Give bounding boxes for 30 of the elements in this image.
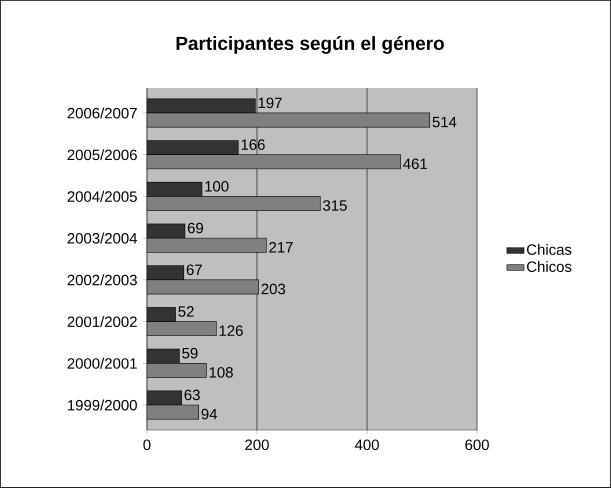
data-label: 197 bbox=[258, 98, 282, 108]
y-tick-label: 1999/2000 bbox=[68, 400, 137, 411]
data-label: 94 bbox=[202, 408, 218, 420]
data-label: 100 bbox=[205, 181, 229, 192]
y-tick-label: 2000/2001 bbox=[68, 358, 137, 369]
chart-title: Participantes según el género bbox=[176, 36, 444, 54]
y-tick-label: 2002/2003 bbox=[68, 274, 137, 286]
data-label: 52 bbox=[178, 306, 194, 317]
data-label: 69 bbox=[188, 222, 204, 234]
x-tick-label: 400 bbox=[354, 439, 379, 450]
x-tick-label: 600 bbox=[465, 439, 489, 450]
data-label: 59 bbox=[182, 348, 198, 358]
data-label: 126 bbox=[220, 325, 243, 336]
data-label: 461 bbox=[403, 158, 427, 170]
data-label: 514 bbox=[432, 116, 456, 128]
y-tick-label: 2005/2006 bbox=[68, 149, 137, 160]
y-tick-label: 2004/2005 bbox=[68, 190, 137, 202]
y-tick-label: 2003/2004 bbox=[68, 232, 138, 244]
data-label: 108 bbox=[210, 367, 233, 378]
data-label: 217 bbox=[269, 242, 293, 252]
x-tick-label: 200 bbox=[245, 439, 269, 450]
data-label: 203 bbox=[262, 284, 286, 294]
legend-label: Chicas bbox=[527, 244, 572, 255]
y-tick-label: 2006/2007 bbox=[68, 107, 137, 118]
data-label: 315 bbox=[323, 200, 347, 211]
y-tick-label: 2001/2002 bbox=[68, 316, 137, 328]
data-label: 63 bbox=[184, 390, 200, 400]
data-label: 67 bbox=[186, 264, 202, 276]
x-tick-label: 0 bbox=[143, 439, 151, 450]
legend-label: Chicos bbox=[527, 261, 572, 272]
